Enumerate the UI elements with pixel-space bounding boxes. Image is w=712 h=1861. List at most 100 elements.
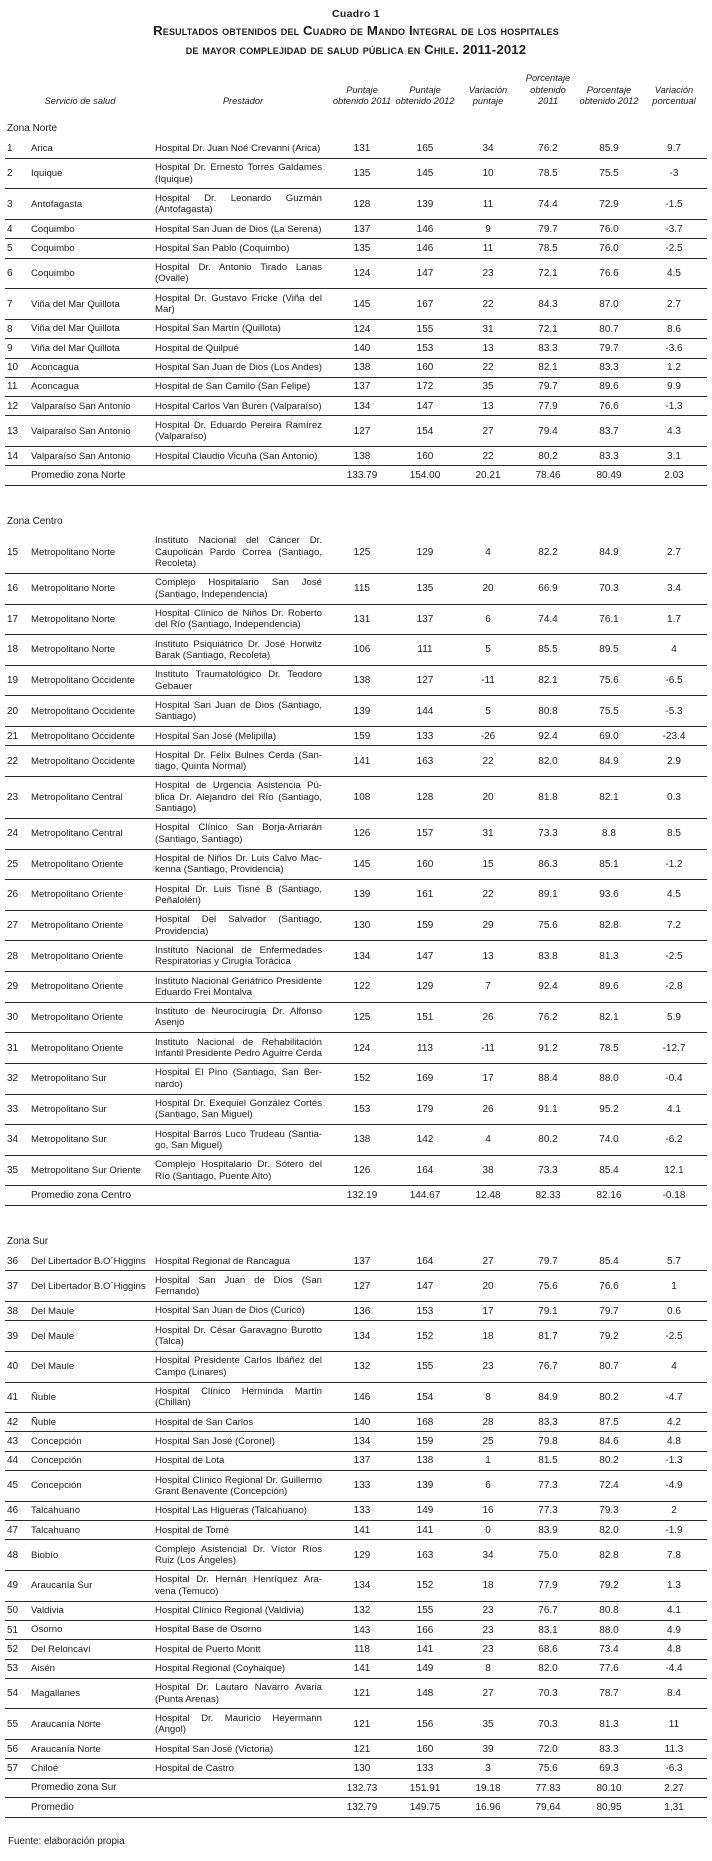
table-row: 57 Chiloé Hospital de Castro 130 133 3 75.6 69.… [5,1758,707,1779]
value-cell: 84.9 [577,745,641,777]
value-cell: 92.4 [519,971,577,1003]
prestador-cell: Hospital Dr. Lautaro Navarro Avaria (Pun… [155,1678,331,1710]
header-row: Servicio de salud Prestador Puntaje obte… [5,59,707,114]
value-cell: 144.67 [393,1185,457,1207]
value-cell: 34 [457,1539,519,1571]
row-number: 10 [5,358,31,378]
value-cell: 83.1 [519,1620,577,1641]
row-number: 9 [5,338,31,359]
value-cell: 106 [331,634,393,666]
table-row: 27 Metropolitano Oriente Hospital Del Salv… [5,910,707,942]
prestador-cell: Hospital Clínico Regional (Valdivia) [155,1601,331,1621]
servicio-cell: Metropolitano Sur [31,1063,155,1095]
row-number: 8 [5,319,31,340]
value-cell: 137 [393,604,457,636]
value-cell: 2.03 [641,465,707,486]
prestador-cell: Hospital Dr. Hernán Henríquez Ara­vena (… [155,1570,331,1602]
value-cell: 3.1 [641,446,707,467]
row-number: 36 [5,1252,31,1272]
value-cell: 135 [331,158,393,190]
value-cell: 80.7 [577,319,641,340]
value-cell: 172 [393,377,457,398]
prestador-cell: Hospital San Juan de Dios (Santiago, San… [155,695,331,728]
value-cell: 22 [457,358,519,378]
table-row: 45 Concepción Hospital Clínico Regional Dr… [5,1470,707,1502]
prestador-cell: Hospital Dr. Félix Bulnes Cerda (San­tia… [155,745,331,777]
value-cell: 76.0 [577,219,641,240]
value-cell: 69.3 [577,1758,641,1779]
value-cell: 72.4 [577,1470,641,1502]
prestador-cell: Hospital San Martín (Quillota) [155,319,331,340]
value-cell: 0.6 [641,1301,707,1322]
servicio-cell: Aconcagua [31,377,155,398]
value-cell: 4.5 [641,879,707,911]
value-cell: 79.4 [519,415,577,448]
value-cell: 169 [393,1063,457,1095]
table-row: 48 Biobío Complejo Asistencial Dr. Víctor … [5,1539,707,1571]
value-cell: 73.3 [519,1155,577,1187]
value-cell: 11 [457,238,519,259]
value-cell: 4.1 [641,1094,707,1126]
value-cell: 131 [331,139,393,159]
value-cell: 27 [457,1678,519,1710]
value-cell: -0.4 [641,1063,707,1095]
servicio-cell: Viña del Mar Quillota [31,288,155,320]
servicio-cell: Metropolitano Central [31,776,155,819]
value-cell: 83.3 [519,1412,577,1433]
servicio-cell: Metropolitano Central [31,818,155,850]
value-cell: 145 [331,849,393,881]
servicio-cell: Metropolitano Norte [31,531,155,574]
value-cell: 81.3 [577,1708,641,1741]
value-cell: 12.48 [457,1185,519,1207]
prestador-cell: Hospital Las Higueras (Talcahuano) [155,1501,331,1522]
table-row: 34 Metropolitano Sur Hospital Barros Luco … [5,1124,707,1156]
value-cell: 68.6 [519,1639,577,1660]
value-cell: 89.1 [519,879,577,911]
value-cell: 139 [393,1470,457,1502]
row-number: 45 [5,1470,31,1502]
value-cell: 138 [331,1124,393,1156]
value-cell: 89.5 [577,634,641,666]
table-row: 51 Osorno Hospital Base de Osorno 143 166 23 8… [5,1620,707,1641]
value-cell: 148 [393,1678,457,1710]
servicio-cell: Magallanes [31,1678,155,1710]
value-cell: -23.4 [641,726,707,747]
servicio-cell: Valparaíso San Antonio [31,396,155,417]
table-row: 53 Aisén Hospital Regional (Coyhaique) 141 1… [5,1659,707,1679]
value-cell: 82.16 [577,1185,641,1207]
row-number [5,1185,31,1207]
value-cell: 80.49 [577,465,641,486]
value-cell: 27 [457,1252,519,1272]
row-number: 2 [5,158,31,190]
value-cell: 159 [393,1431,457,1452]
table-row: 29 Metropolitano Oriente Instituto Naciona… [5,971,707,1003]
prestador-cell: Complejo Hospitalario San José (Santiago… [155,573,331,605]
row-number: 28 [5,940,31,973]
servicio-cell: Viña del Mar Quillota [31,338,155,359]
value-cell: 75.0 [519,1539,577,1571]
value-cell: 135 [331,238,393,259]
value-cell: 0.3 [641,776,707,819]
table-row: 20 Metropolitano Occidente Hospital San Ju… [5,695,707,728]
row-number: 41 [5,1382,31,1414]
servicio-cell: Metropolitano Norte [31,634,155,666]
value-cell: 75.6 [519,910,577,942]
value-cell: 136 [331,1301,393,1322]
prestador-cell: Hospital Dr. Antonio Tirado Lanas (Ovall… [155,258,331,290]
value-cell: 85.9 [577,139,641,159]
value-cell: 4.3 [641,415,707,448]
value-cell: 18 [457,1570,519,1602]
col-header-servicio: Servicio de salud [44,96,116,107]
table-row: 21 Metropolitano Occidente Hospital San Jo… [5,726,707,747]
row-number: 39 [5,1320,31,1352]
servicio-cell: Del Maule [31,1351,155,1383]
prestador-cell: Hospital Dr. César Garavagno Burotto (Ta… [155,1320,331,1352]
value-cell: 82.8 [577,1539,641,1571]
servicio-cell: Metropolitano Sur Oriente [31,1155,155,1187]
servicio-cell: Metropolitano Oriente [31,879,155,911]
value-cell: 4.2 [641,1412,707,1433]
value-cell: 160 [393,849,457,881]
value-cell: 80.8 [519,695,577,728]
row-number [5,465,31,486]
servicio-cell: Metropolitano Sur [31,1124,155,1156]
